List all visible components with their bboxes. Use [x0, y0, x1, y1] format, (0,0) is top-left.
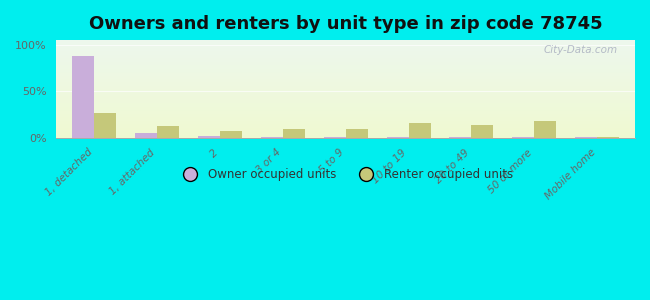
Legend: Owner occupied units, Renter occupied units: Owner occupied units, Renter occupied un… [174, 164, 517, 186]
Bar [324, 136, 346, 137]
Bar [346, 129, 368, 137]
Bar [387, 136, 409, 137]
Title: Owners and renters by unit type in zip code 78745: Owners and renters by unit type in zip c… [89, 15, 603, 33]
Bar [597, 136, 619, 137]
Bar [198, 136, 220, 137]
Bar [220, 131, 242, 137]
Bar [512, 136, 534, 137]
Bar [94, 113, 116, 137]
Bar [471, 125, 493, 137]
Bar [261, 136, 283, 137]
Bar [534, 121, 556, 137]
Text: City-Data.com: City-Data.com [543, 45, 618, 55]
Bar [157, 126, 179, 137]
Bar [283, 129, 305, 137]
Bar [72, 56, 94, 137]
Bar [135, 133, 157, 137]
Bar [409, 123, 430, 137]
Bar [449, 136, 471, 137]
